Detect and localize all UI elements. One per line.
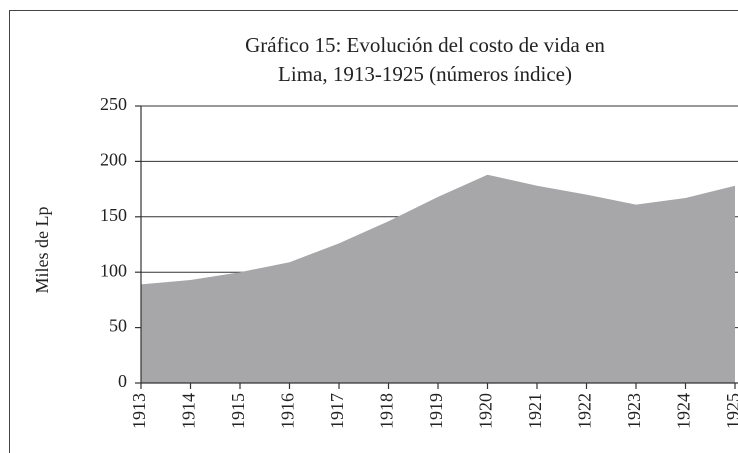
chart-title: Lima, 1913-1925 (números índice) [278,62,572,86]
y-tick-label: 150 [100,205,127,225]
x-tick-label: 1923 [624,393,644,429]
x-tick-label: 1917 [327,393,347,429]
y-tick-label: 100 [100,260,127,280]
chart-frame [9,10,738,453]
area [141,174,735,383]
x-tick-label: 1921 [525,393,545,429]
x-tick-label: 1916 [278,393,298,429]
y-tick-label: 0 [118,371,127,391]
y-axis-label: Miles de Lp [32,207,52,294]
x-tick-label: 1915 [228,393,248,429]
x-tick-label: 1913 [129,393,149,429]
x-tick-label: 1919 [426,393,446,429]
chart-title: Gráfico 15: Evolución del costo de vida … [245,33,605,57]
x-tick-label: 1918 [377,393,397,429]
x-tick-label: 1925 [723,393,738,429]
y-tick-label: 50 [109,316,127,336]
y-tick-label: 200 [100,150,127,170]
x-tick-label: 1914 [179,393,199,429]
x-tick-label: 1920 [476,393,496,429]
x-tick-label: 1924 [674,393,694,429]
y-tick-label: 250 [100,94,127,114]
x-tick-label: 1922 [575,393,595,429]
